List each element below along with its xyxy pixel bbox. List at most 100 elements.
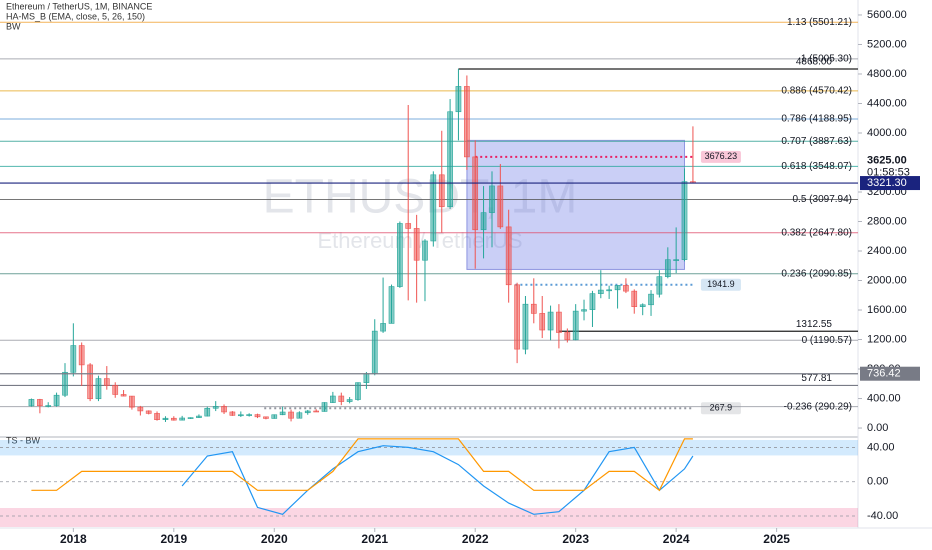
osc-line	[181, 445, 694, 515]
candle-body	[70, 345, 77, 373]
candle-body	[522, 303, 529, 350]
y-tick-label: 2000.00	[867, 274, 907, 286]
candle-body	[313, 410, 320, 413]
candle-body	[28, 399, 35, 407]
indicator-title: HA-MS_B (EMA, close, 5, 26, 150)	[6, 11, 145, 21]
candle-body	[53, 394, 60, 406]
candle-body	[212, 406, 219, 409]
x-tick-label: 2025	[763, 532, 790, 546]
candle-body	[539, 313, 546, 331]
marker-badge	[700, 402, 741, 415]
candle-body	[413, 228, 420, 261]
candle-body	[455, 86, 462, 113]
candle-body	[514, 284, 520, 350]
fib-label: 0.886 (4570.42)	[781, 86, 852, 97]
osc-tick-label: -40.00	[867, 510, 898, 522]
price-badge-label: 3321.30	[867, 177, 907, 189]
fib-label: 0.5 (3097.94)	[793, 194, 853, 205]
y-tick-label: 2800.00	[867, 215, 907, 227]
fib-label: 0 (1190.57)	[802, 335, 852, 346]
candle-body	[229, 411, 236, 416]
candle-body	[681, 181, 688, 260]
candle-body	[631, 290, 638, 307]
candle-body	[129, 395, 135, 408]
candle-body	[330, 395, 336, 403]
candle-body	[464, 86, 470, 158]
x-tick-label: 2019	[160, 532, 187, 546]
candle-body	[388, 286, 395, 324]
candle-body	[321, 402, 328, 412]
candle-body	[606, 289, 612, 292]
candle-body	[648, 293, 654, 306]
candle-body	[112, 385, 119, 395]
price-badge-label: 736.42	[867, 368, 901, 380]
current-price-label: 3625.00	[867, 155, 907, 167]
candle-body	[614, 285, 621, 291]
candle-body	[623, 285, 629, 292]
candle-body	[338, 395, 345, 402]
candle-body	[363, 373, 370, 383]
candle-body	[187, 417, 194, 419]
candle-body	[346, 399, 353, 402]
y-tick-label: 2400.00	[867, 245, 907, 257]
fib-label: 0.786 (4188.95)	[781, 114, 852, 125]
candle-body	[447, 111, 453, 208]
candle-body	[438, 174, 445, 208]
candle-body	[472, 156, 479, 231]
osc-tick-label: 40.00	[867, 441, 895, 453]
y-tick-label: 5200.00	[867, 38, 907, 50]
x-tick-label: 2024	[663, 532, 690, 546]
candle-body	[371, 330, 378, 374]
candle-body	[37, 399, 43, 407]
candle-body	[179, 417, 185, 421]
candle-body	[564, 332, 571, 341]
candle-body	[530, 303, 537, 314]
y-tick-label: 4000.00	[867, 127, 907, 139]
candle-body	[95, 378, 102, 400]
fib-label: 1 (5005.30)	[801, 53, 852, 64]
y-tick-label: 5600.00	[867, 9, 907, 21]
indicator-title: BW	[6, 21, 21, 31]
candle-body	[137, 406, 144, 412]
fib-label: 1.13 (5501.21)	[787, 17, 852, 28]
candle-body	[489, 185, 495, 213]
osc-tick-label: 0.00	[867, 476, 888, 488]
candle-body	[145, 410, 152, 414]
marker-label: 3676.23	[705, 151, 738, 161]
price-badge	[860, 366, 920, 381]
candle-body	[673, 259, 679, 261]
candle-body	[154, 413, 160, 420]
candle-body	[271, 414, 278, 419]
candle-body	[288, 411, 294, 419]
candle-body	[246, 414, 252, 416]
candle-body	[279, 411, 286, 416]
candle-body	[639, 304, 646, 307]
candle-body	[405, 223, 412, 229]
marker-label: 1941.9	[707, 279, 735, 289]
candle-body	[397, 223, 403, 287]
candle-body	[196, 415, 202, 418]
y-tick-label: 400.00	[867, 392, 901, 404]
candle-body	[556, 311, 562, 333]
candle-body	[263, 416, 269, 419]
y-tick-label: 1600.00	[867, 304, 907, 316]
candle-body	[572, 310, 579, 341]
oversold-band	[0, 508, 858, 527]
fib-label: 0.618 (3548.07)	[781, 161, 852, 172]
candle-body	[296, 412, 303, 419]
candle-body	[664, 259, 671, 277]
candle-body	[204, 407, 211, 417]
candle-body	[505, 226, 512, 286]
y-tick-label: 1200.00	[867, 333, 907, 345]
candle-body	[497, 185, 504, 228]
level-label: 1312.55	[796, 319, 833, 330]
y-tick-label: 0.00	[867, 422, 888, 434]
candle-body	[45, 405, 52, 407]
level-label: 577.81	[801, 373, 832, 384]
x-tick-label: 2022	[462, 532, 489, 546]
watermark: ETHUSDT, 1M	[263, 171, 578, 224]
symbol-title: Ethereum / TetherUS, 1M, BINANCE	[6, 1, 152, 11]
candle-body	[78, 345, 85, 366]
candle-body	[656, 276, 663, 295]
